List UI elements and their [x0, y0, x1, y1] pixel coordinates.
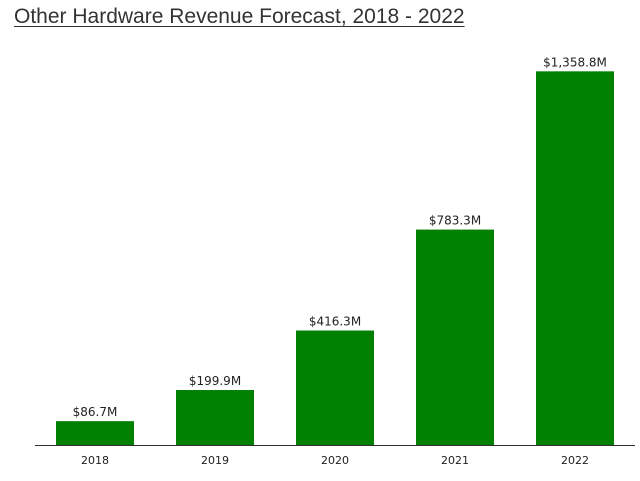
value-label-2022: $1,358.8M: [543, 55, 607, 69]
x-tick-label-2022: 2022: [561, 454, 589, 467]
bars-group: [56, 71, 614, 445]
bar-2018: [56, 421, 134, 445]
x-tick-label-2021: 2021: [441, 454, 469, 467]
value-label-2018: $86.7M: [73, 405, 118, 419]
value-label-2019: $199.9M: [189, 374, 241, 388]
bar-2019: [176, 390, 254, 445]
chart-title: Other Hardware Revenue Forecast, 2018 - …: [14, 5, 465, 28]
x-tick-label-2019: 2019: [201, 454, 229, 467]
value-label-2021: $783.3M: [429, 214, 481, 228]
x-tick-labels-group: 2018 2019 2020 2021 2022: [81, 454, 589, 467]
bar-2022: [536, 71, 614, 445]
value-labels-group: $86.7M $199.9M $416.3M $783.3M $1,358.8M: [73, 55, 607, 419]
x-tick-label-2020: 2020: [321, 454, 349, 467]
value-label-2020: $416.3M: [309, 315, 361, 329]
bar-2021: [416, 229, 494, 445]
x-tick-label-2018: 2018: [81, 454, 109, 467]
bar-2020: [296, 330, 374, 445]
